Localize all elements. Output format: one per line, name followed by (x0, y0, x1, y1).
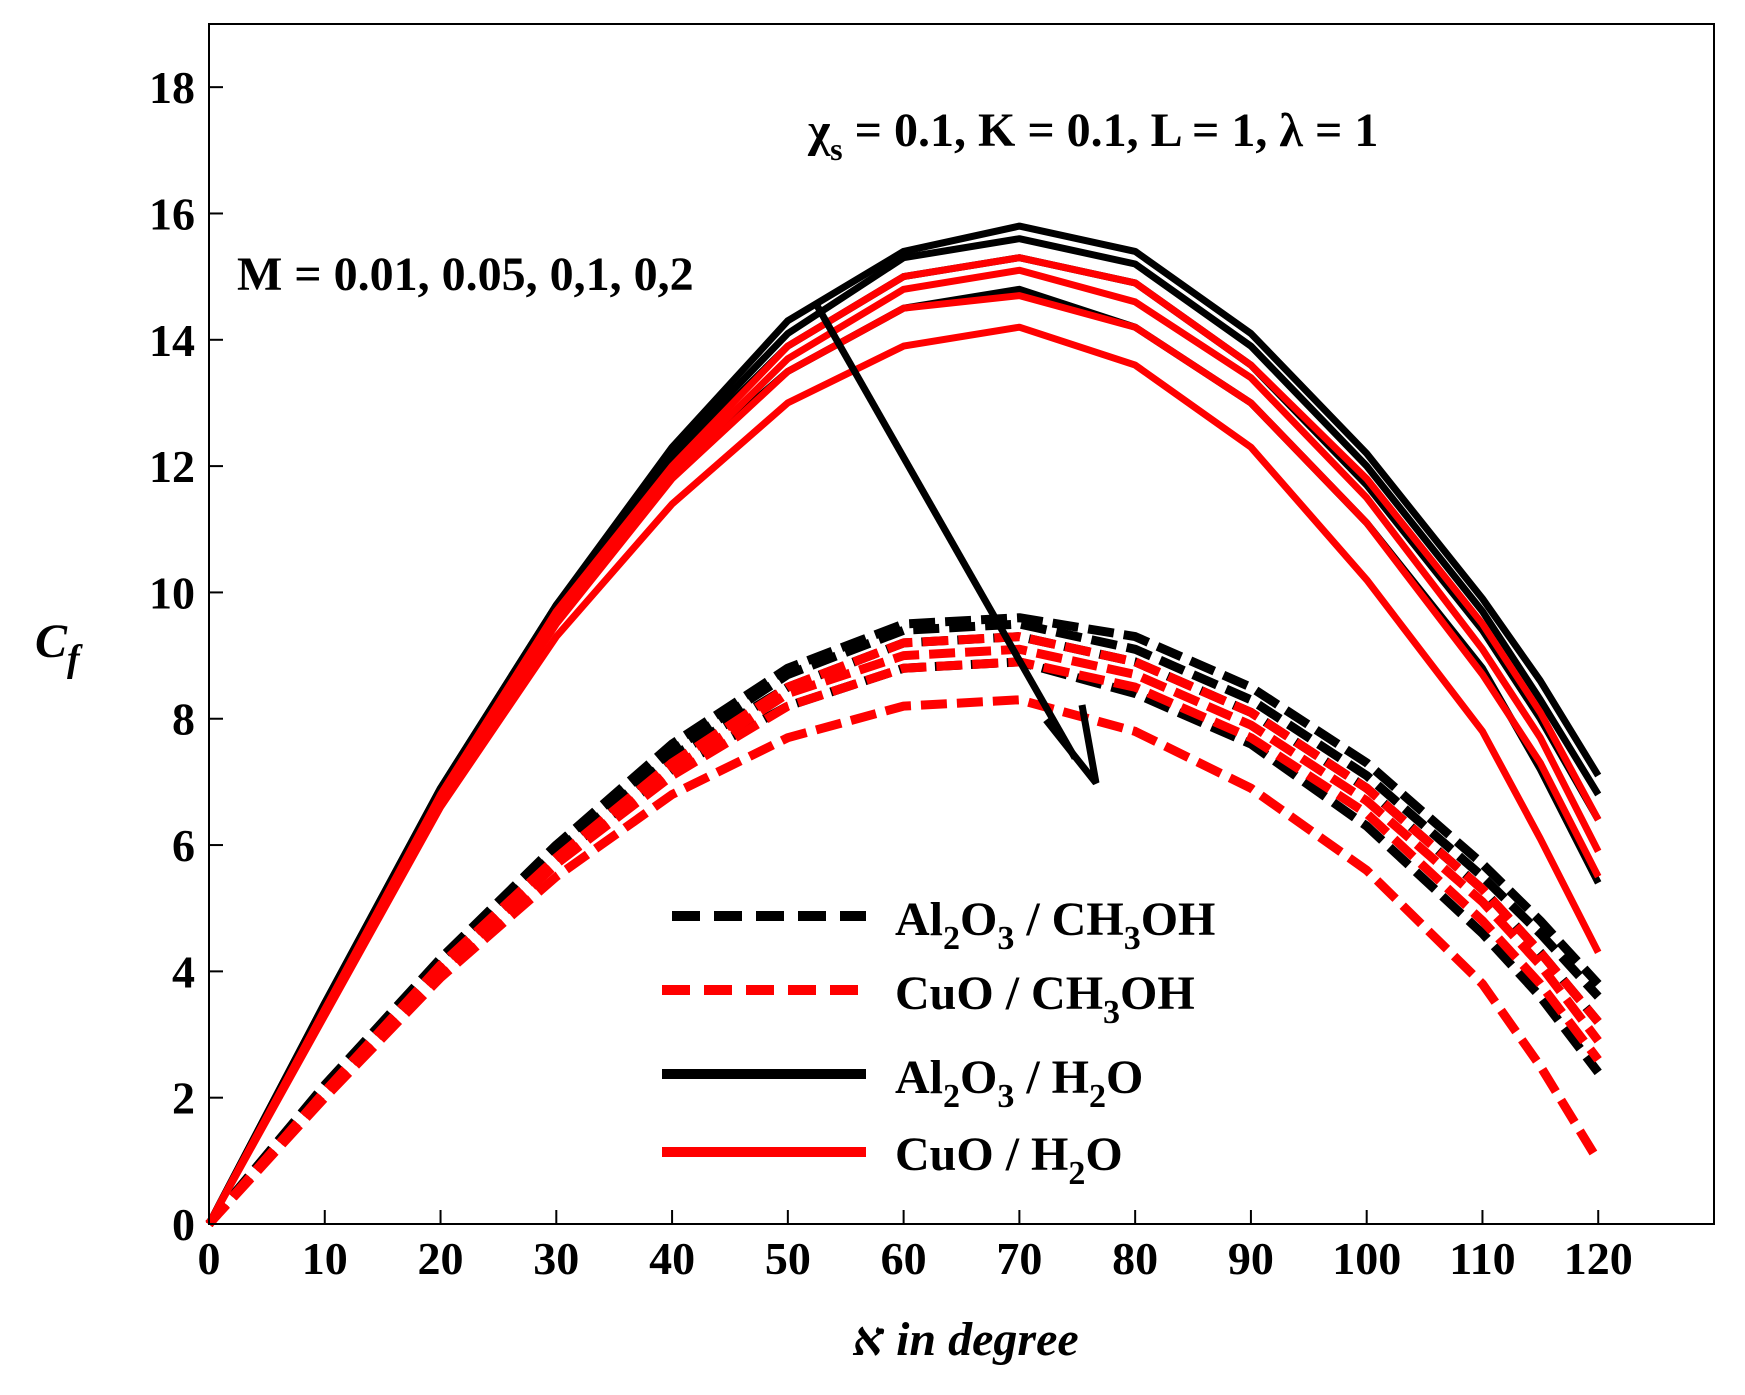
y-tick-label: 6 (172, 820, 195, 871)
x-tick-label: 80 (1112, 1233, 1158, 1284)
series-line-15 (205, 695, 1603, 1228)
x-tick-label: 120 (1564, 1233, 1633, 1284)
x-tick-label: 50 (765, 1233, 811, 1284)
y-tick-label: 18 (149, 62, 195, 113)
y-tick-label: 10 (149, 567, 195, 618)
x-tick-label: 10 (302, 1233, 348, 1284)
x-axis-title: א in degree (852, 1313, 1078, 1366)
x-tick-label: 40 (649, 1233, 695, 1284)
series-line-6 (205, 292, 1602, 1226)
x-tick-label: 90 (1228, 1233, 1274, 1284)
trend-arrow (811, 300, 1100, 786)
series-line-12 (205, 632, 1602, 1227)
x-tick-label: 100 (1332, 1233, 1401, 1284)
legend-label-cuo-h2o: CuO / H2O (895, 1128, 1123, 1192)
series-line-9 (205, 619, 1602, 1227)
y-tick-label: 16 (149, 188, 195, 239)
x-tick-label: 30 (533, 1233, 579, 1284)
series-line-7 (205, 323, 1602, 1226)
x-tick-label: 0 (198, 1233, 221, 1284)
plot-frame (208, 23, 1715, 1225)
y-tick-label: 4 (172, 946, 195, 997)
y-axis-title: Cf (35, 615, 83, 680)
x-tick-label: 20 (418, 1233, 464, 1284)
legend-label-cuo-ch3oh: CuO / CH3OH (895, 967, 1195, 1031)
m-values-annotation: M = 0.01, 0.05, 0,1, 0,2 (237, 248, 694, 301)
x-tick-label: 60 (881, 1233, 927, 1284)
y-tick-label: 8 (172, 694, 195, 745)
y-tick-label: 14 (149, 315, 195, 366)
tick-layer: 0 10 20 30 40 50 60 70 80 90 100 110 120 0 2 4 6 8 10 12 14 1… (149, 62, 1633, 1284)
y-tick-label: 0 (172, 1199, 195, 1250)
x-tick-label: 110 (1449, 1233, 1515, 1284)
series-layer (205, 222, 1603, 1228)
x-tick-label: 70 (996, 1233, 1042, 1284)
series-line-14 (205, 657, 1602, 1227)
legend: Al2O3 / CH3OH CuO / CH3OH Al2O3 / H2O Cu… (662, 893, 1215, 1192)
y-tick-label: 2 (172, 1073, 195, 1124)
y-tick-label: 12 (149, 441, 195, 492)
params-annotation: χs = 0.1, K = 0.1, L = 1, λ = 1 (807, 104, 1378, 167)
legend-label-al2o3-ch3oh: Al2O3 / CH3OH (895, 893, 1215, 957)
legend-label-al2o3-h2o: Al2O3 / H2O (895, 1051, 1143, 1115)
